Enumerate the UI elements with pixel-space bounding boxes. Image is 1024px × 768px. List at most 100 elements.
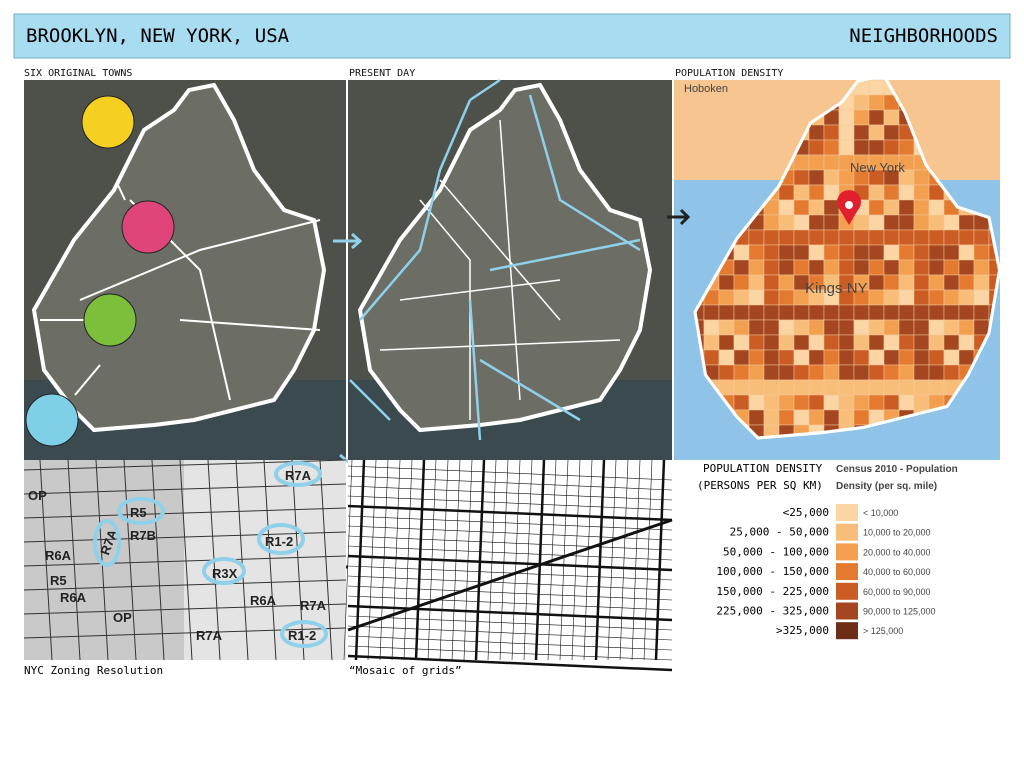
density-block bbox=[838, 364, 855, 381]
legend: POPULATION DENSITY (PERSONS PER SQ KM) C… bbox=[697, 462, 958, 640]
density-block bbox=[913, 394, 930, 411]
density-block bbox=[748, 334, 765, 351]
density-block bbox=[748, 244, 765, 261]
legend-swatch bbox=[836, 563, 858, 581]
density-block bbox=[958, 259, 975, 276]
zone-label: R5 bbox=[130, 505, 147, 520]
density-block bbox=[883, 109, 900, 126]
street bbox=[347, 515, 673, 531]
zone-label: R3X bbox=[212, 566, 238, 581]
street bbox=[379, 459, 389, 661]
density-block bbox=[913, 274, 930, 291]
street bbox=[67, 459, 81, 661]
density-block bbox=[928, 274, 945, 291]
density-block bbox=[748, 304, 765, 321]
density-block bbox=[898, 394, 915, 411]
density-block bbox=[883, 259, 900, 276]
density-block bbox=[928, 229, 945, 246]
density-block bbox=[778, 289, 795, 306]
zone-label: R6A bbox=[60, 590, 87, 605]
density-block bbox=[913, 199, 930, 216]
density-block bbox=[913, 229, 930, 246]
density-block bbox=[883, 184, 900, 201]
street bbox=[607, 459, 617, 661]
density-block bbox=[853, 229, 870, 246]
density-block bbox=[958, 229, 975, 246]
density-block bbox=[868, 94, 885, 111]
street bbox=[23, 507, 347, 519]
density-block bbox=[868, 124, 885, 141]
legend-mile: 90,000 to 125,000 bbox=[863, 607, 936, 617]
density-block bbox=[868, 139, 885, 156]
density-block bbox=[913, 169, 930, 186]
street bbox=[474, 459, 486, 661]
zone-label: R7A bbox=[285, 468, 312, 483]
density-block bbox=[748, 394, 765, 411]
density-block bbox=[898, 184, 915, 201]
street bbox=[347, 535, 673, 551]
density-block bbox=[703, 334, 720, 351]
street bbox=[619, 459, 629, 661]
density-block bbox=[943, 349, 960, 366]
zone-label: R7A bbox=[196, 628, 223, 643]
density-block bbox=[883, 124, 900, 141]
density-block bbox=[838, 259, 855, 276]
street bbox=[347, 504, 673, 522]
street bbox=[347, 604, 673, 622]
density-block bbox=[733, 364, 750, 381]
present-map bbox=[348, 78, 672, 460]
legend-km: 25,000 - 50,000 bbox=[730, 526, 829, 539]
density-block bbox=[868, 109, 885, 126]
density-block bbox=[808, 184, 825, 201]
zone-label: OP bbox=[28, 488, 47, 503]
density-block bbox=[883, 139, 900, 156]
density-block bbox=[838, 109, 855, 126]
zone-label: R6A bbox=[250, 593, 277, 608]
density-block bbox=[718, 364, 735, 381]
density-block bbox=[793, 154, 810, 171]
density-block bbox=[913, 289, 930, 306]
density-block bbox=[823, 244, 840, 261]
density-block bbox=[898, 364, 915, 381]
density-block bbox=[973, 274, 990, 291]
density-block bbox=[958, 244, 975, 261]
density-block bbox=[868, 274, 885, 291]
density-block bbox=[778, 274, 795, 291]
legend-swatch bbox=[836, 523, 858, 541]
density-block bbox=[838, 409, 855, 426]
density-block bbox=[763, 214, 780, 231]
density-block bbox=[793, 364, 810, 381]
density-block bbox=[748, 229, 765, 246]
density-block bbox=[838, 304, 855, 321]
legend-km: 100,000 - 150,000 bbox=[716, 565, 829, 578]
density-block bbox=[793, 169, 810, 186]
density-block bbox=[868, 304, 885, 321]
density-block bbox=[808, 214, 825, 231]
density-block bbox=[718, 319, 735, 336]
legend-km: 225,000 - 325,000 bbox=[716, 605, 829, 618]
density-block bbox=[808, 154, 825, 171]
legend-mile: > 125,000 bbox=[863, 626, 903, 636]
street bbox=[559, 459, 569, 661]
street bbox=[23, 531, 347, 543]
street bbox=[347, 554, 673, 572]
density-block bbox=[943, 229, 960, 246]
panel-label: POPULATION DENSITY bbox=[675, 68, 783, 79]
density-block bbox=[868, 199, 885, 216]
density-block bbox=[868, 334, 885, 351]
density-block bbox=[808, 304, 825, 321]
zone-label: R7B bbox=[130, 528, 156, 543]
density-block bbox=[808, 409, 825, 426]
density-block bbox=[973, 319, 990, 336]
street bbox=[23, 555, 347, 567]
density-block bbox=[748, 274, 765, 291]
legend-swatch bbox=[836, 622, 858, 640]
density-block bbox=[763, 334, 780, 351]
legend-swatch bbox=[836, 582, 858, 600]
density-block bbox=[973, 229, 990, 246]
street bbox=[23, 603, 347, 615]
panel-label: SIX ORIGINAL TOWNS bbox=[24, 68, 132, 79]
density-block bbox=[853, 94, 870, 111]
density-block bbox=[763, 409, 780, 426]
density-block bbox=[733, 259, 750, 276]
